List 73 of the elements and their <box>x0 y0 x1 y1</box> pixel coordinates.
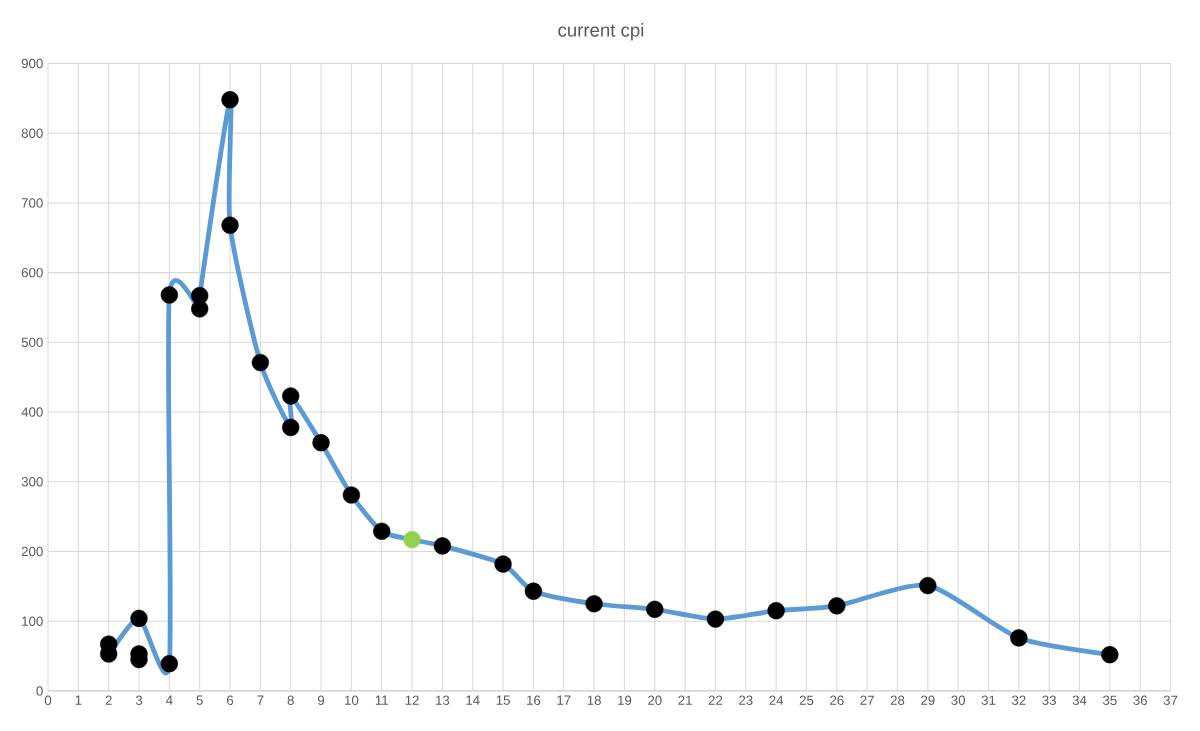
x-tick-label: 23 <box>739 695 753 705</box>
y-tick-label: 0 <box>36 686 43 696</box>
x-tick-label: 10 <box>345 695 359 705</box>
y-tick-label: 400 <box>21 407 43 417</box>
point <box>342 486 361 504</box>
x-tick-label: 28 <box>890 695 905 705</box>
x-tick-label: 30 <box>951 695 966 705</box>
point <box>494 555 512 573</box>
x-tick-label: 37 <box>1163 695 1178 705</box>
y-tick-label: 900 <box>21 58 43 69</box>
x-tick-label: 15 <box>496 695 510 705</box>
x-tick-label: 34 <box>1072 695 1087 705</box>
x-tick-label: 11 <box>375 695 388 705</box>
x-tick-label: 36 <box>1133 695 1147 705</box>
x-tick-label: 13 <box>436 695 450 705</box>
point <box>191 287 209 305</box>
x-tick-label: 7 <box>257 695 264 705</box>
x-tick-label: 3 <box>135 695 143 705</box>
x-tick-label: 8 <box>287 695 294 705</box>
x-tick-label: 0 <box>44 695 52 705</box>
y-tick-label: 100 <box>22 616 43 626</box>
point <box>160 286 178 304</box>
x-tick-label: 16 <box>527 695 541 705</box>
y-tick-label: 200 <box>21 546 43 557</box>
x-tick-label: 26 <box>830 695 844 705</box>
x-tick-label: 35 <box>1102 695 1117 705</box>
point <box>282 418 300 437</box>
x-tick-label: 17 <box>557 695 571 705</box>
point <box>312 434 330 452</box>
y-tick-label: 500 <box>21 337 43 348</box>
point <box>433 537 452 555</box>
point <box>130 609 148 628</box>
x-tick-label: 31 <box>981 695 996 705</box>
point <box>706 610 725 628</box>
point <box>919 577 937 595</box>
point <box>646 600 664 618</box>
point <box>767 602 785 620</box>
x-tick-label: 21 <box>678 695 692 705</box>
point <box>403 531 421 549</box>
x-tick-label: 6 <box>227 695 234 705</box>
y-tick-label: 600 <box>21 267 43 278</box>
x-tick-label: 18 <box>587 695 601 705</box>
x-tick-label: 12 <box>405 695 419 705</box>
x-tick-label: 22 <box>708 695 723 705</box>
y-tick-label: 800 <box>21 128 43 138</box>
point <box>373 522 391 540</box>
point <box>251 353 270 372</box>
x-tick-label: 4 <box>165 695 173 705</box>
x-tick-label: 33 <box>1042 695 1056 705</box>
point <box>282 387 300 405</box>
x-tick-label: 19 <box>618 695 632 705</box>
point <box>221 216 239 234</box>
x-tick-label: 2 <box>105 695 112 705</box>
x-tick-label: 32 <box>1011 695 1026 705</box>
x-tick-label: 5 <box>196 695 203 705</box>
x-tick-label: 20 <box>648 695 662 705</box>
x-tick-label: 27 <box>860 695 874 705</box>
point <box>1010 629 1028 647</box>
x-tick-label: 14 <box>466 695 480 705</box>
point <box>524 582 543 600</box>
x-tick-label: 9 <box>317 695 325 705</box>
x-tick-label: 25 <box>799 695 814 705</box>
point <box>828 597 846 615</box>
point <box>585 595 603 613</box>
x-tick-label: 1 <box>75 695 82 705</box>
point <box>221 91 239 109</box>
y-tick-label: 300 <box>21 477 43 487</box>
point <box>1101 646 1119 664</box>
point <box>160 655 178 673</box>
x-tick-label: 24 <box>769 695 784 705</box>
y-tick-label: 700 <box>21 198 43 208</box>
x-tick-label: 29 <box>921 695 935 705</box>
chart-title: current cpi <box>558 23 644 41</box>
